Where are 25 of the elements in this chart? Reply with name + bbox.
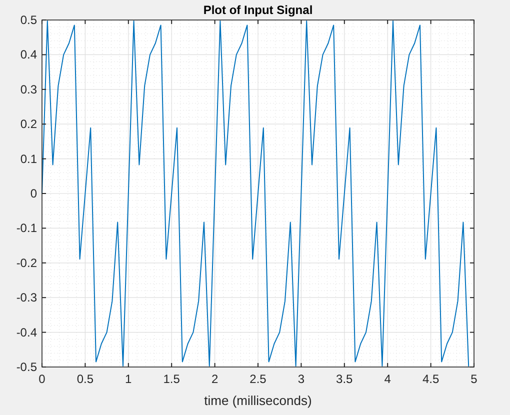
y-tick-label: 0 <box>30 186 38 200</box>
x-tick-label: 3 <box>298 372 305 386</box>
y-tick-label: -0.4 <box>16 325 38 340</box>
x-axis-title: time (milliseconds) <box>204 393 312 408</box>
x-tick-label: 5 <box>470 372 478 386</box>
y-tick-label: 0.2 <box>20 117 38 132</box>
y-tick-label: -0.3 <box>16 290 38 305</box>
x-tick-label: 4 <box>384 372 392 386</box>
y-tick-label: 0.3 <box>20 82 38 96</box>
y-tick-label: -0.1 <box>16 221 38 236</box>
line-series <box>42 20 470 366</box>
x-tick-label: 0.5 <box>76 372 94 386</box>
x-tick-label: 1 <box>125 372 132 386</box>
x-tick-label: 4.5 <box>422 372 440 386</box>
x-tick-label: 2 <box>211 372 218 386</box>
y-tick-label: 0.1 <box>20 152 38 166</box>
x-tick-label: 2.5 <box>250 372 267 386</box>
y-tick-label: -0.5 <box>16 360 38 374</box>
x-tick-label: 0 <box>38 372 46 386</box>
y-tick-label: -0.2 <box>16 256 38 270</box>
y-tick-label: 0.4 <box>20 48 38 62</box>
x-tick-label: 1.5 <box>163 372 180 386</box>
y-tick-label: 0.5 <box>20 13 38 27</box>
chart-title: Plot of Input Signal <box>203 3 313 17</box>
x-tick-label: 3.5 <box>336 372 354 386</box>
